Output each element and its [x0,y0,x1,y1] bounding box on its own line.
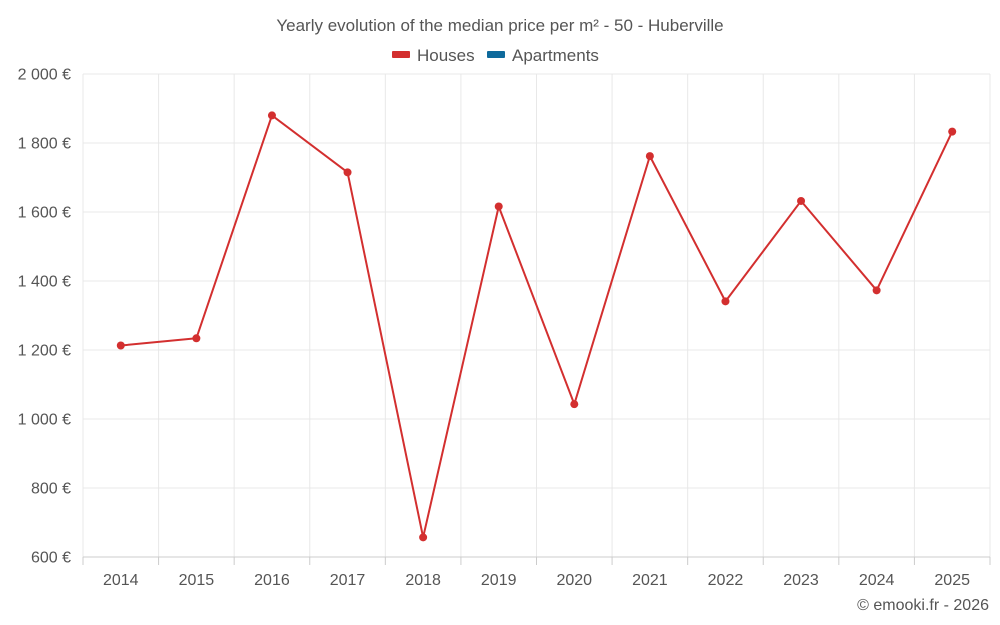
x-tick-label: 2021 [632,572,668,589]
x-tick-label: 2019 [481,572,517,589]
y-tick-label: 2 000 € [18,67,71,84]
series-houses [116,111,957,542]
series-line-houses [120,114,954,539]
data-point-houses-2014[interactable] [116,341,125,350]
data-point-houses-2025[interactable] [948,127,957,136]
x-tick-label: 2025 [934,572,970,589]
x-tick-label: 2017 [330,572,366,589]
legend-item-apartments[interactable]: Apartments [487,46,599,65]
legend-swatch-houses [392,51,410,58]
legend: Houses Apartments [392,46,599,65]
data-point-houses-2016[interactable] [267,111,276,120]
data-point-houses-2018[interactable] [419,533,428,542]
x-tick-label: 2016 [254,572,290,589]
x-axis-ticks: 2014 2015 2016 2017 2018 2019 2020 2021 2022 2023… [82,557,991,589]
data-point-houses-2024[interactable] [872,286,881,295]
chart-title: Yearly evolution of the median price per… [276,16,723,35]
y-tick-label: 800 € [31,481,71,498]
data-point-houses-2019[interactable] [494,202,503,211]
x-tick-label: 2020 [556,572,592,589]
legend-swatch-apartments [487,51,505,58]
data-point-houses-2017[interactable] [343,168,352,177]
x-tick-label: 2024 [859,572,895,589]
x-tick-label: 2022 [708,572,744,589]
y-tick-label: 1 800 € [18,136,71,153]
legend-label-houses: Houses [417,46,475,65]
y-tick-label: 1 400 € [18,274,71,291]
y-axis-ticks: 600 € 800 € 1 000 € 1 200 € 1 400 € 1 600 € 1 … [18,67,71,567]
data-point-houses-2023[interactable] [797,196,806,205]
credit-text: © emooki.fr - 2026 [857,597,989,614]
y-tick-label: 1 000 € [18,412,71,429]
x-tick-label: 2023 [783,572,819,589]
data-point-houses-2022[interactable] [721,297,730,306]
legend-item-houses[interactable]: Houses [392,46,475,65]
y-tick-label: 600 € [31,550,71,567]
x-tick-label: 2018 [405,572,441,589]
data-point-houses-2015[interactable] [192,334,201,343]
data-point-houses-2020[interactable] [570,400,579,409]
data-point-houses-2021[interactable] [645,152,654,161]
y-tick-label: 1 200 € [18,343,71,360]
y-tick-label: 1 600 € [18,205,71,222]
x-tick-label: 2014 [103,572,139,589]
x-tick-label: 2015 [179,572,215,589]
legend-label-apartments: Apartments [512,46,599,65]
grid [82,73,991,557]
